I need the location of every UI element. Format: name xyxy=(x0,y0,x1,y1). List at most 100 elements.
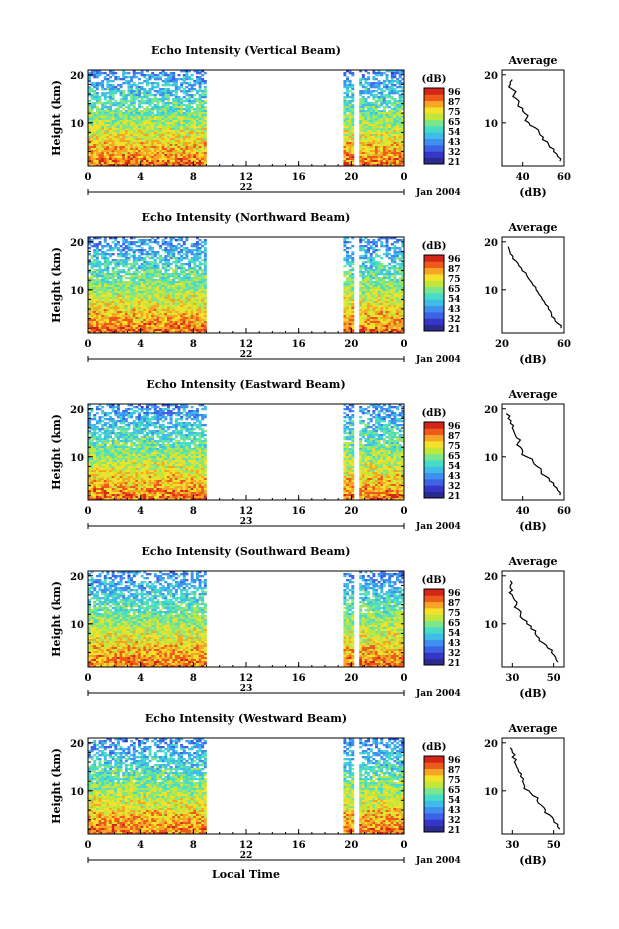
heatmap-cell xyxy=(143,164,147,167)
heatmap-cell xyxy=(174,130,178,133)
heatmap-cell xyxy=(377,114,381,117)
heatmap-cell xyxy=(190,329,194,332)
heatmap-cell xyxy=(138,267,141,270)
heatmap-cell xyxy=(153,295,157,298)
heatmap-cell xyxy=(116,309,120,312)
heatmap-cell xyxy=(138,96,141,99)
heatmap-cell xyxy=(98,82,102,85)
heatmap-cell xyxy=(161,243,165,246)
heatmap-cell xyxy=(101,108,105,111)
heatmap-cell xyxy=(124,259,128,262)
heatmap-cell xyxy=(343,74,347,77)
heatmap-cell xyxy=(190,78,194,81)
heatmap-cell xyxy=(106,259,110,262)
heatmap-cell xyxy=(198,253,202,256)
heatmap-cell xyxy=(90,128,94,131)
heatmap-cell xyxy=(88,323,91,326)
heatmap-cell xyxy=(367,116,371,119)
heatmap-cell xyxy=(151,325,155,328)
heatmap-cell xyxy=(372,130,376,133)
heatmap-cell xyxy=(177,265,181,268)
heatmap-cell xyxy=(396,136,400,139)
heatmap-cell xyxy=(346,108,349,111)
heatmap-cell xyxy=(182,295,186,298)
heatmap-cell xyxy=(201,96,205,99)
heatmap-cell xyxy=(390,144,394,147)
heatmap-cell xyxy=(351,132,355,135)
heatmap-cell xyxy=(93,160,97,163)
heatmap-cell xyxy=(364,245,368,248)
heatmap-cell xyxy=(190,311,194,314)
heatmap-cell xyxy=(346,80,349,83)
heatmap-cell xyxy=(198,72,202,75)
heatmap-cell xyxy=(90,156,94,159)
heatmap-cell xyxy=(177,289,181,292)
heatmap-cell xyxy=(93,303,97,306)
heatmap-cell xyxy=(101,325,105,328)
heatmap-cell xyxy=(90,90,94,93)
heatmap-cell xyxy=(103,297,107,300)
heatmap-cell xyxy=(346,247,349,250)
heatmap-cell xyxy=(193,281,197,284)
heatmap-cell xyxy=(124,307,128,310)
heatmap-cell xyxy=(190,327,194,330)
heatmap-cell xyxy=(156,309,160,312)
heatmap-cell xyxy=(372,158,376,161)
heatmap-cell xyxy=(390,96,394,99)
heatmap-cell xyxy=(90,295,94,298)
heatmap-cell xyxy=(124,253,128,256)
heatmap-cell xyxy=(198,80,202,83)
heatmap-cell xyxy=(135,257,139,260)
heatmap-cell xyxy=(203,251,207,254)
heatmap-cell xyxy=(351,331,355,334)
heatmap-cell xyxy=(203,106,207,109)
heatmap-cell xyxy=(103,261,107,264)
heatmap-cell xyxy=(359,241,363,244)
heatmap-cell xyxy=(93,297,97,300)
heatmap-cell xyxy=(90,245,94,248)
heatmap-cell xyxy=(143,261,147,264)
heatmap-cell xyxy=(369,158,373,161)
heatmap-cell xyxy=(201,301,205,304)
heatmap-cell xyxy=(180,150,184,153)
heatmap-cell xyxy=(109,102,112,105)
heatmap-cell xyxy=(98,327,102,330)
heatmap-cell xyxy=(343,146,347,149)
heatmap-cell xyxy=(161,281,165,284)
heatmap-cell xyxy=(351,273,355,276)
heatmap-cell xyxy=(156,100,160,103)
heatmap-cell xyxy=(351,257,355,260)
heatmap-cell xyxy=(161,267,165,270)
heatmap-cell xyxy=(151,144,155,147)
heatmap-cell xyxy=(111,281,115,284)
heatmap-cell xyxy=(377,128,381,131)
heatmap-cell xyxy=(390,138,394,141)
heatmap-cell xyxy=(161,152,165,155)
heatmap-cell xyxy=(88,110,91,113)
heatmap-cell xyxy=(180,329,184,332)
heatmap-cell xyxy=(201,114,205,117)
heatmap-cell xyxy=(151,150,155,153)
heatmap-cell xyxy=(122,297,126,300)
heatmap-cell xyxy=(201,241,205,244)
heatmap-cell xyxy=(114,104,118,107)
heatmap-cell xyxy=(101,164,105,167)
heatmap-cell xyxy=(198,317,202,320)
heatmap-cell xyxy=(106,287,110,290)
heatmap-cell xyxy=(138,283,141,286)
heatmap-cell xyxy=(190,148,194,151)
heatmap-cell xyxy=(151,76,155,79)
heatmap-cell xyxy=(367,102,371,105)
heatmap-cell xyxy=(390,84,394,87)
heatmap-cell xyxy=(372,148,376,151)
heatmap-cell xyxy=(119,325,123,328)
heatmap-cell xyxy=(177,259,181,262)
heatmap-cell xyxy=(159,247,163,250)
heatmap-cell xyxy=(193,275,197,278)
heatmap-cell xyxy=(193,315,197,318)
heatmap-cell xyxy=(135,84,139,87)
heatmap-cell xyxy=(119,140,123,143)
heatmap-cell xyxy=(375,162,378,165)
heatmap-cell xyxy=(195,98,199,101)
heatmap-cell xyxy=(359,239,363,242)
